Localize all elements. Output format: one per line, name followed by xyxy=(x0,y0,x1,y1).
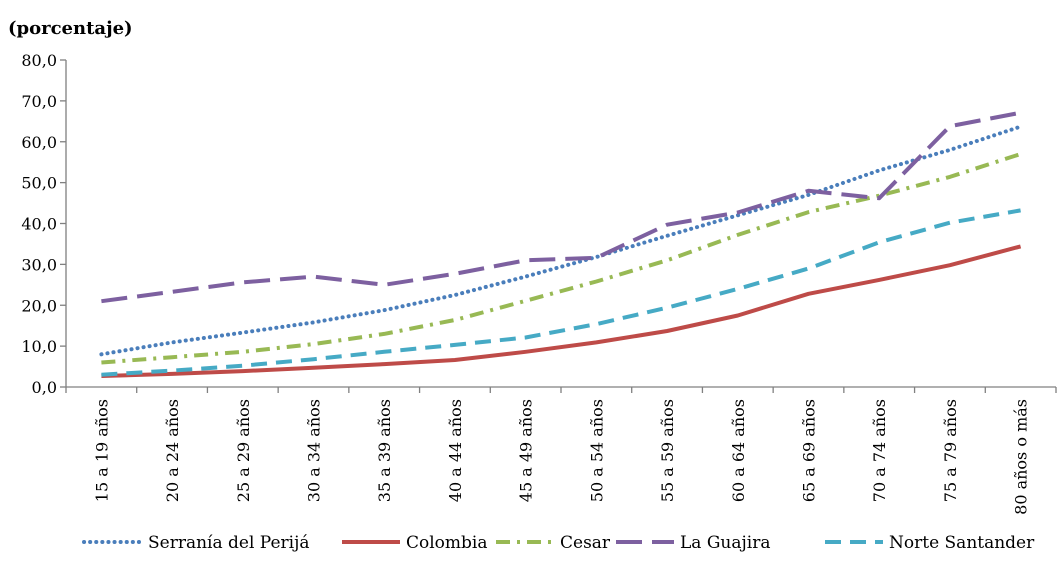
x-tick-label: 75 a 79 años xyxy=(941,399,960,502)
legend: Serranía del Perijá Colombia Cesar La Guaji… xyxy=(82,533,1035,553)
y-tick-label: 0,0 xyxy=(32,378,57,397)
series-line-serrania-del-perija xyxy=(99,124,1023,357)
series-layer xyxy=(99,110,1023,378)
series-line-norte-santander xyxy=(101,208,1021,377)
y-tick-label: 10,0 xyxy=(21,337,57,356)
unit-label: (porcentaje) xyxy=(8,18,133,39)
legend-label-norte-santander: Norte Santander xyxy=(889,533,1035,553)
legend-label-serrania-del-perija: Serranía del Perijá xyxy=(148,533,310,553)
x-tick-label: 45 a 49 años xyxy=(517,399,536,502)
legend-label-colombia: Colombia xyxy=(406,533,488,553)
x-axis: 15 a 19 años 20 a 24 años 25 a 29 años 30 a… xyxy=(65,387,1057,515)
series-line-cesar xyxy=(101,152,1022,365)
x-tick-label: 60 a 64 años xyxy=(729,399,748,502)
y-tick-label: 70,0 xyxy=(21,92,57,111)
y-tick-label: 20,0 xyxy=(21,296,57,315)
y-tick-label: 60,0 xyxy=(21,133,57,152)
x-tick-label: 30 a 34 años xyxy=(305,399,324,502)
legend-label-la-guajira: La Guajira xyxy=(680,533,770,553)
x-tick-label: 25 a 29 años xyxy=(234,399,253,502)
series-line-la-guajira xyxy=(101,110,1021,304)
x-tick-label: 80 años o más xyxy=(1012,399,1031,515)
x-tick-label: 40 a 44 años xyxy=(446,399,465,502)
y-tick-label: 30,0 xyxy=(21,255,57,274)
x-tick-label: 20 a 24 años xyxy=(163,399,182,502)
y-tick-label: 40,0 xyxy=(21,215,57,234)
x-tick-label: 15 a 19 años xyxy=(92,399,111,502)
x-tick-label: 70 a 74 años xyxy=(870,399,889,502)
y-tick-label: 80,0 xyxy=(21,51,57,70)
x-tick-label: 55 a 59 años xyxy=(658,399,677,502)
series-line-colombia xyxy=(101,244,1022,378)
legend-label-cesar: Cesar xyxy=(560,533,611,553)
x-tick-label: 35 a 39 años xyxy=(375,399,394,502)
x-tick-label: 65 a 69 años xyxy=(800,399,819,502)
x-tick-label: 50 a 54 años xyxy=(587,399,606,502)
y-tick-label: 50,0 xyxy=(21,174,57,193)
y-axis: 0,0 10,0 20,0 30,0 40,0 50,0 60,0 70,0 80,0 xyxy=(21,51,66,397)
